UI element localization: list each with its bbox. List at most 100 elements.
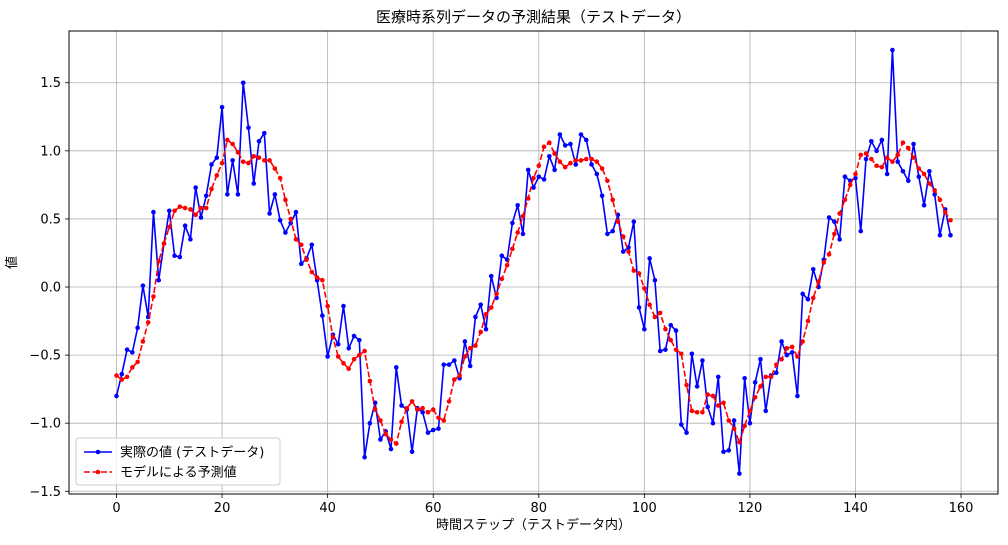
series-2-point [188,207,193,212]
series-1-point [605,231,610,237]
series-2-point [853,171,858,177]
series-1-point [832,219,837,224]
series-2-point [557,159,563,165]
series-2-point [219,160,225,166]
series-1-point [700,358,705,363]
series-1-point [583,137,589,143]
series-2-point [145,320,151,325]
series-2-point [784,345,790,351]
series-1-point [531,185,536,190]
series-2-point [705,392,710,397]
series-2-point [610,197,615,203]
series-2-point [240,159,246,165]
series-1-point [737,471,742,476]
series-1-point [652,277,658,283]
series-2-point [620,234,626,239]
series-1-point [589,162,594,167]
series-2-point [409,399,415,404]
series-1-point [325,354,330,359]
series-1-point [620,249,626,254]
series-1-point [240,80,246,86]
series-2-point [562,164,568,170]
series-1-point [193,185,198,190]
series-1-point [156,277,162,283]
series-1-point [262,130,267,136]
series-1-point [246,125,251,130]
series-1-point [462,339,468,344]
series-2-point [357,352,362,358]
series-1-point [172,253,177,258]
series-2-point [847,182,853,188]
series-2-point [789,344,795,350]
x-tick-label: 60 [425,501,442,516]
series-1-point [552,167,557,173]
series-2-point [583,156,589,162]
series-1-point [520,231,526,237]
series-1-point [631,219,637,224]
series-1-point [557,132,563,137]
ticks: 0 20 40 60 80 100 120 140 160 −1.5 −1.0 −0.5 0.0 0.5 1… [29,76,973,516]
series-1-point [884,171,890,177]
series-2-point [900,140,906,145]
series-2-point [869,156,874,162]
series-2-point [182,205,188,211]
series-2-point [689,408,695,414]
series-2-point [942,209,948,215]
legend-label: 実際の値 (テストデータ) [120,445,264,461]
series-2-point [441,418,447,423]
series-1-point [863,156,869,162]
series-2-point [547,140,552,145]
chart-title: 医療時系列データの予測結果（テストデータ） [376,8,691,26]
series-2-point [161,241,167,246]
series-1-point [599,193,605,199]
x-tick-label: 120 [738,501,763,516]
series-1-point [483,326,489,332]
series-2-point [436,415,441,421]
series-2-point [552,151,557,156]
legend: 実際の値 (テストデータ) モデルによる予測値 [75,437,281,486]
series-2-point [800,339,805,344]
series-1-point [905,178,911,184]
series-2-point [404,405,410,411]
series-2-point [694,409,700,415]
series-2-point [314,275,320,280]
series-2-point [916,166,922,171]
series-1-point [399,403,404,408]
series-2-point [663,326,668,332]
y-tick-label: −1.5 [29,485,61,500]
series-1-point [452,358,457,363]
series-2-point [858,152,864,158]
series-2-point [346,366,352,372]
legend-label: モデルによる予測値 [120,465,237,481]
series-2-point [520,213,526,219]
series-2-point [166,224,172,230]
series-1-point [430,427,436,433]
series-1-point [309,242,315,248]
series-2-point [156,258,162,264]
series-1-point [467,363,473,369]
series-2-point [774,362,779,367]
series-2-point [235,149,241,155]
series-2-point [874,163,879,169]
series-2-point [193,212,198,218]
series-1-point [726,448,732,453]
series-2-point [642,286,647,291]
series-1-point [879,137,885,143]
series-2-point [198,205,204,211]
series-2-point [768,374,774,380]
series-1-point [351,333,357,339]
x-tick-label: 40 [319,501,336,516]
series-2-point [246,160,251,166]
series-1-point [182,223,188,229]
series-1-point [610,228,615,234]
y-tick-label: 1.5 [40,76,61,91]
series-2-point [393,441,399,446]
series-2-point [937,197,943,203]
series-1-point [710,420,716,426]
series-2-point [932,188,937,193]
series-2-point [673,347,679,352]
series-1-point [341,303,346,309]
series-2-point [884,155,890,160]
series-2-point [510,246,515,252]
series-2-point [700,409,705,415]
